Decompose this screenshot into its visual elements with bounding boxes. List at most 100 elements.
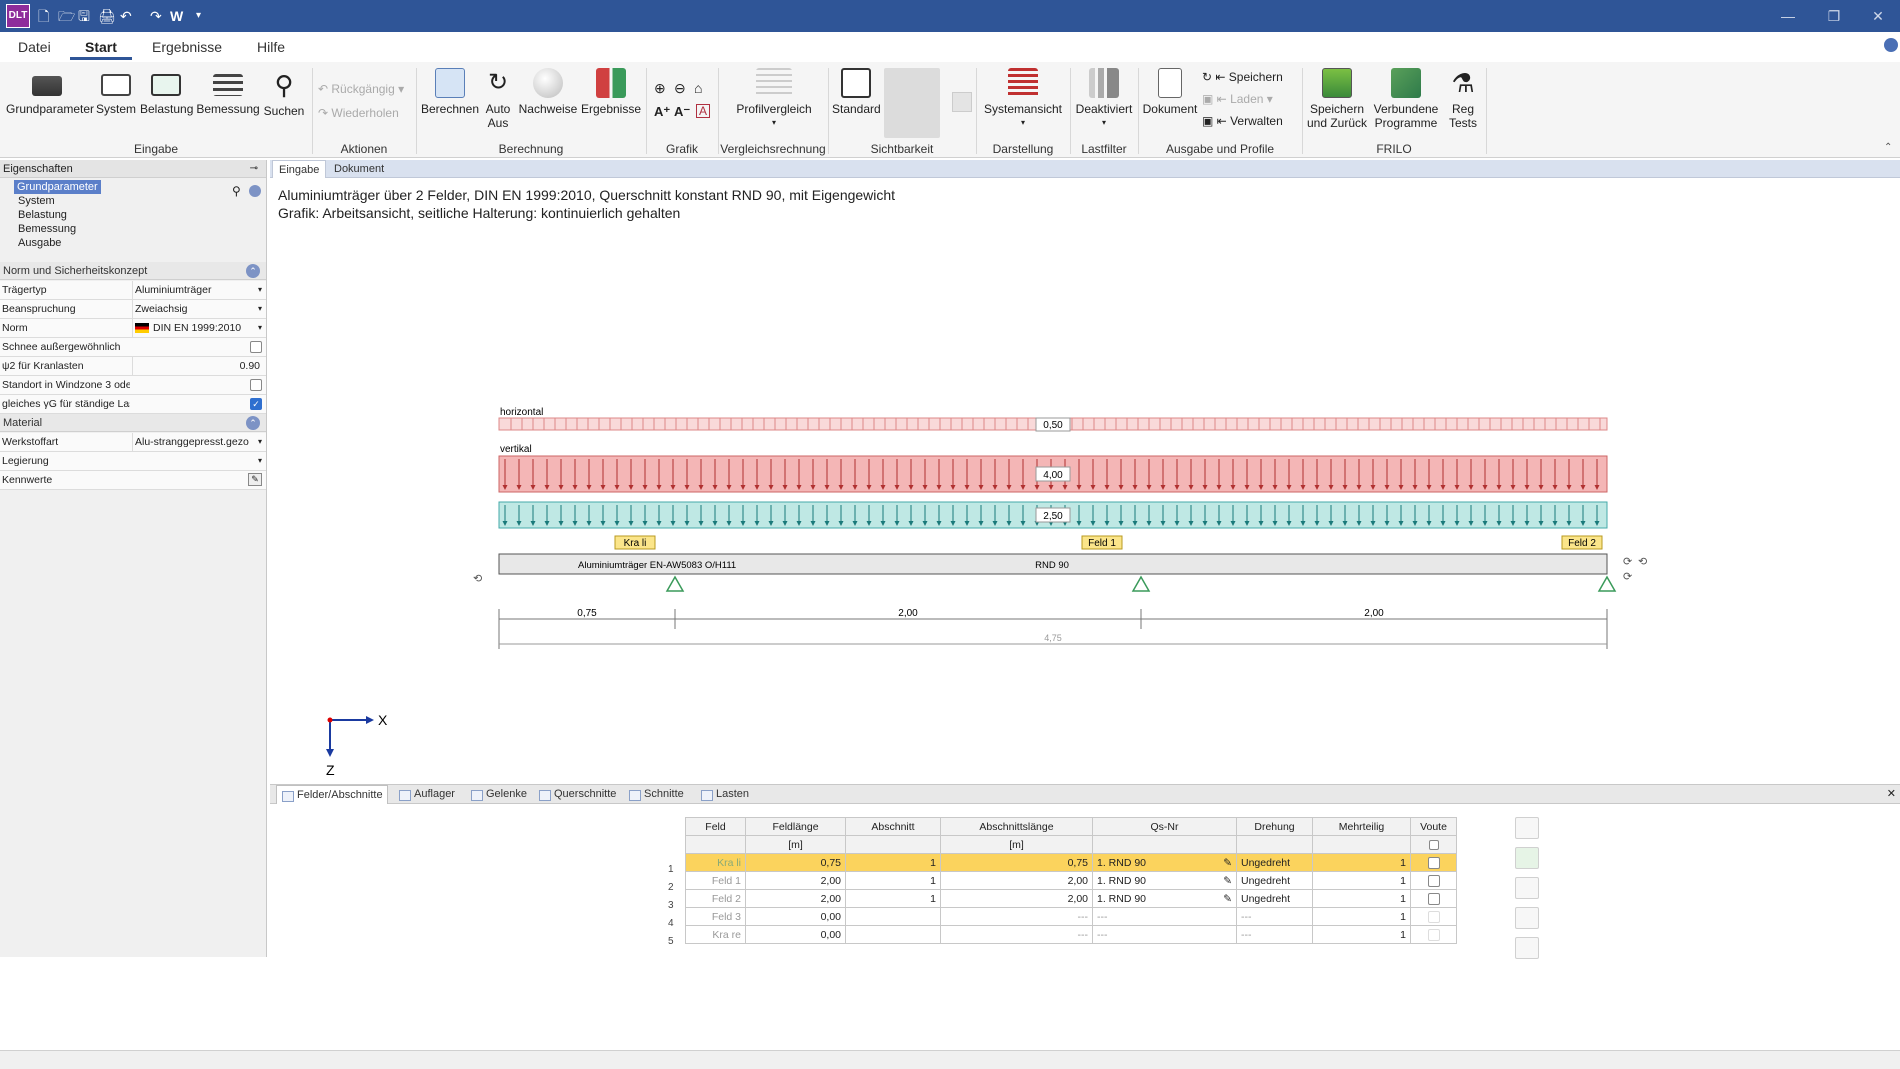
- zoom-out-icon[interactable]: ⊖: [674, 80, 686, 96]
- pin-icon[interactable]: ⊸: [249, 163, 258, 174]
- field-tag-feld-2-box[interactable]: [1561, 535, 1603, 550]
- voute-checkbox[interactable]: [1427, 874, 1440, 887]
- undo-button[interactable]: ↶ Rückgängig ▾: [318, 82, 405, 96]
- edit-icon[interactable]: ✎: [1223, 856, 1232, 869]
- collapse-section-icon[interactable]: ⌃: [246, 416, 260, 430]
- rotate-icon[interactable]: ⟳: [1623, 571, 1632, 583]
- help-icon[interactable]: [1884, 38, 1898, 52]
- edit-icon[interactable]: ✎: [248, 473, 262, 486]
- customize-quick-access-icon[interactable]: ▾: [196, 10, 202, 21]
- prop-traegertyp[interactable]: Trägertyp Aluminiumträger ▾: [0, 281, 266, 300]
- table-row[interactable]: Feld 3 0,00 --- --- --- 1: [685, 907, 1457, 926]
- minimize-icon[interactable]: —: [1781, 8, 1795, 24]
- systemansicht-button[interactable]: Systemansicht ▾: [982, 68, 1064, 130]
- prop-kennwerte[interactable]: Kennwerte ✎: [0, 471, 266, 490]
- col-mehrteilig[interactable]: Mehrteilig: [1312, 817, 1411, 836]
- redo-icon[interactable]: ↷: [150, 8, 162, 24]
- prop-werkstoffart[interactable]: Werkstoffart Alu-stranggepresst.gezo ▾: [0, 433, 266, 452]
- redo-button[interactable]: ↷ Wiederholen: [318, 106, 399, 120]
- dropdown-arrow-icon[interactable]: ▾: [257, 304, 262, 313]
- copy-row-icon[interactable]: [1515, 877, 1539, 899]
- structural-drawing[interactable]: horizontal 0,50 vertikal 4,00 2,50 Kra l…: [270, 179, 1900, 784]
- section-material[interactable]: Material ⌃: [0, 414, 266, 432]
- berechnen-button[interactable]: Berechnen: [420, 68, 480, 116]
- tree-item-belastung[interactable]: Belastung: [18, 209, 67, 221]
- tree-item-ausgabe[interactable]: Ausgabe: [18, 237, 62, 249]
- dropdown-arrow-icon[interactable]: ▾: [257, 323, 262, 332]
- standard-view-button[interactable]: Standard: [832, 68, 881, 116]
- tab-felder-abschnitte[interactable]: Felder/Abschnitte: [276, 785, 388, 804]
- tab-gelenke[interactable]: Gelenke: [466, 785, 527, 804]
- collapse-ribbon-icon[interactable]: ⌃: [1884, 142, 1893, 153]
- print-icon[interactable]: 🖨: [98, 8, 116, 24]
- new-file-icon[interactable]: 🗋: [38, 8, 50, 24]
- info-icon[interactable]: [249, 185, 261, 197]
- belastung-button[interactable]: Belastung: [140, 68, 193, 116]
- search-icon[interactable]: ⚲: [232, 184, 241, 198]
- schnee-checkbox[interactable]: [250, 341, 262, 353]
- tree-item-bemessung[interactable]: Bemessung: [18, 223, 77, 235]
- prop-schnee[interactable]: Schnee außergewöhnlich: [0, 338, 266, 357]
- col-feldlaenge[interactable]: Feldlänge: [745, 817, 846, 836]
- col-drehung[interactable]: Drehung: [1236, 817, 1313, 836]
- profil-laden-button[interactable]: ▣ ⇤ Laden ▾: [1202, 92, 1273, 106]
- prop-psi2[interactable]: ψ2 für Kranlasten 0.90: [0, 357, 266, 376]
- field-tag-feld-1-box[interactable]: [1081, 535, 1123, 550]
- table-row[interactable]: Kra li 0,75 1 0,75 1. RND 90 ✎ Ungedreht …: [685, 853, 1457, 872]
- tree-item-system[interactable]: System: [18, 195, 55, 207]
- table-row[interactable]: Kra re 0,00 --- --- --- 1: [685, 925, 1457, 944]
- graphic-view[interactable]: Aluminiumträger über 2 Felder, DIN EN 19…: [270, 179, 1900, 784]
- collapse-section-icon[interactable]: ⌃: [246, 264, 260, 278]
- font-reset-icon[interactable]: A: [696, 104, 710, 118]
- prop-norm[interactable]: Norm DIN EN 1999:2010 ▾: [0, 319, 266, 338]
- profil-verwalten-button[interactable]: ▣ ⇤ Verwalten: [1202, 114, 1283, 128]
- tab-lasten[interactable]: Lasten: [696, 785, 749, 804]
- word-export-icon[interactable]: W: [170, 8, 184, 24]
- tab-eingabe[interactable]: Eingabe: [272, 160, 327, 178]
- menu-datei[interactable]: Datei: [18, 39, 51, 55]
- profilvergleich-button[interactable]: Profilvergleich ▾: [724, 68, 824, 130]
- visibility-extra-icon[interactable]: [952, 92, 972, 112]
- lastfilter-button[interactable]: Deaktiviert ▾: [1074, 68, 1134, 130]
- prop-gamma-g[interactable]: gleiches γG für ständige Las ✓: [0, 395, 266, 414]
- gamma-g-checkbox[interactable]: ✓: [250, 398, 262, 410]
- col-voute[interactable]: Voute: [1410, 817, 1457, 836]
- section-norm[interactable]: Norm und Sicherheitskonzept ⌃: [0, 262, 266, 280]
- dropdown-arrow-icon[interactable]: ▾: [257, 456, 262, 465]
- maximize-icon[interactable]: ❐: [1827, 8, 1841, 24]
- voute-checkbox[interactable]: [1427, 910, 1440, 923]
- prop-beanspruchung[interactable]: Beanspruchung Zweiachsig ▾: [0, 300, 266, 319]
- dropdown-arrow-icon[interactable]: ▾: [257, 437, 262, 446]
- close-window-icon[interactable]: ✕: [1872, 8, 1884, 24]
- voute-checkbox[interactable]: [1427, 892, 1440, 905]
- visibility-toggle-grid[interactable]: [884, 68, 940, 138]
- verbundene-programme-button[interactable]: Verbundene Programme: [1370, 68, 1442, 130]
- delete-row-icon[interactable]: [1515, 817, 1539, 839]
- tab-querschnitte[interactable]: Querschnitte: [534, 785, 616, 804]
- add-row-icon[interactable]: [1515, 847, 1539, 869]
- system-button[interactable]: System: [94, 68, 138, 116]
- col-abschnittslaenge[interactable]: Abschnittslänge: [940, 817, 1093, 836]
- voute-all-checkbox[interactable]: [1428, 839, 1439, 850]
- rotate-ccw-icon[interactable]: ⟲: [1638, 556, 1647, 568]
- rotate-left-icon[interactable]: ⟲: [473, 573, 482, 585]
- home-icon[interactable]: ⌂: [694, 80, 703, 96]
- prop-legierung[interactable]: Legierung ▾: [0, 452, 266, 471]
- tab-schnitte[interactable]: Schnitte: [624, 785, 684, 804]
- nachweise-button[interactable]: Nachweise: [516, 68, 580, 116]
- ergebnisse-button[interactable]: Ergebnisse: [580, 68, 642, 116]
- tab-dokument[interactable]: Dokument: [334, 163, 385, 175]
- voute-checkbox[interactable]: [1427, 856, 1440, 869]
- open-file-icon[interactable]: 🗁: [58, 8, 76, 24]
- col-abschnitt[interactable]: Abschnitt: [845, 817, 941, 836]
- close-panel-icon[interactable]: ✕: [1886, 788, 1896, 800]
- menu-hilfe[interactable]: Hilfe: [257, 39, 286, 55]
- menu-ergebnisse[interactable]: Ergebnisse: [152, 39, 223, 55]
- edit-icon[interactable]: ✎: [1223, 874, 1232, 887]
- tab-auflager[interactable]: Auflager: [394, 785, 455, 804]
- grundparameter-button[interactable]: Grundparameter: [6, 68, 94, 116]
- support-3[interactable]: [1597, 575, 1617, 592]
- table-row[interactable]: Feld 1 2,00 1 2,00 1. RND 90 ✎ Ungedreht …: [685, 871, 1457, 890]
- reg-tests-button[interactable]: ⚗ Reg Tests: [1448, 68, 1477, 130]
- save-icon[interactable]: 🖫: [78, 8, 90, 24]
